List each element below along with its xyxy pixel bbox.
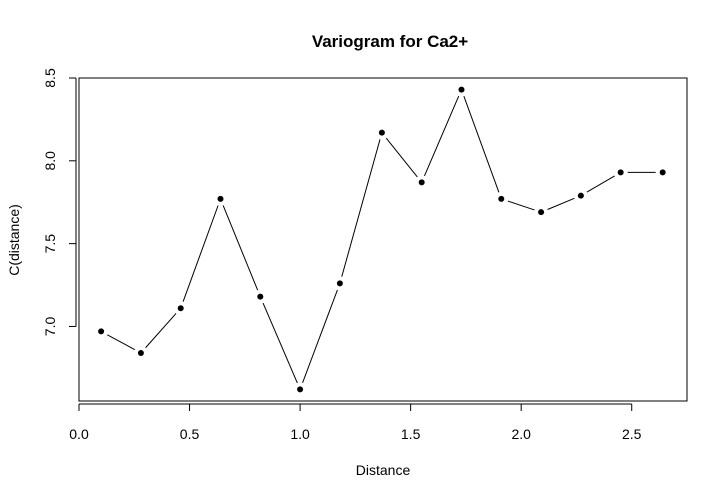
series-segment: [107, 334, 135, 351]
series-segment: [547, 197, 575, 210]
plot-frame: [78, 77, 688, 402]
data-point: [498, 195, 505, 202]
data-point: [418, 179, 425, 186]
data-point: [217, 195, 224, 202]
x-tick-label: 1.5: [401, 426, 421, 442]
data-point: [458, 86, 465, 93]
chart-title: Variogram for Ca2+: [312, 32, 468, 51]
series-segment: [341, 139, 381, 277]
y-axis-label: C(distance): [6, 204, 22, 276]
y-tick-label: 8.0: [42, 151, 58, 171]
series-segment: [182, 205, 219, 302]
series-segment: [586, 175, 615, 193]
series-segment: [385, 137, 418, 178]
series-segment: [423, 95, 460, 177]
series-segment: [507, 200, 535, 211]
y-tick-label: 7.5: [42, 234, 58, 254]
x-axis-label: Distance: [356, 462, 411, 478]
data-point: [98, 328, 105, 335]
series-segment: [145, 313, 177, 349]
series-segment: [262, 302, 298, 384]
x-tick-label: 2.5: [622, 426, 642, 442]
x-tick-label: 1.0: [290, 426, 310, 442]
data-point: [257, 293, 264, 300]
data-point: [137, 349, 144, 356]
series-line-group: [107, 95, 656, 384]
data-point: [659, 169, 666, 176]
x-axis: 0.0 0.5 1.0 1.5 2.0 2.5: [69, 403, 642, 442]
series-segment: [222, 205, 259, 291]
data-point: [617, 169, 624, 176]
x-tick-label: 0.0: [69, 426, 89, 442]
y-axis: 7.0 7.5 8.0 8.5: [42, 68, 77, 337]
x-tick-label: 2.0: [511, 426, 531, 442]
data-point: [538, 209, 545, 216]
data-point: [378, 129, 385, 136]
data-point: [297, 386, 304, 393]
y-tick-label: 7.0: [42, 317, 58, 337]
series-points-group: [98, 86, 666, 393]
series-segment: [463, 96, 500, 193]
data-point: [577, 192, 584, 199]
data-point: [177, 305, 184, 312]
y-tick-label: 8.5: [42, 68, 58, 88]
x-tick-label: 0.5: [180, 426, 200, 442]
data-point: [336, 280, 343, 287]
series-segment: [302, 289, 338, 384]
